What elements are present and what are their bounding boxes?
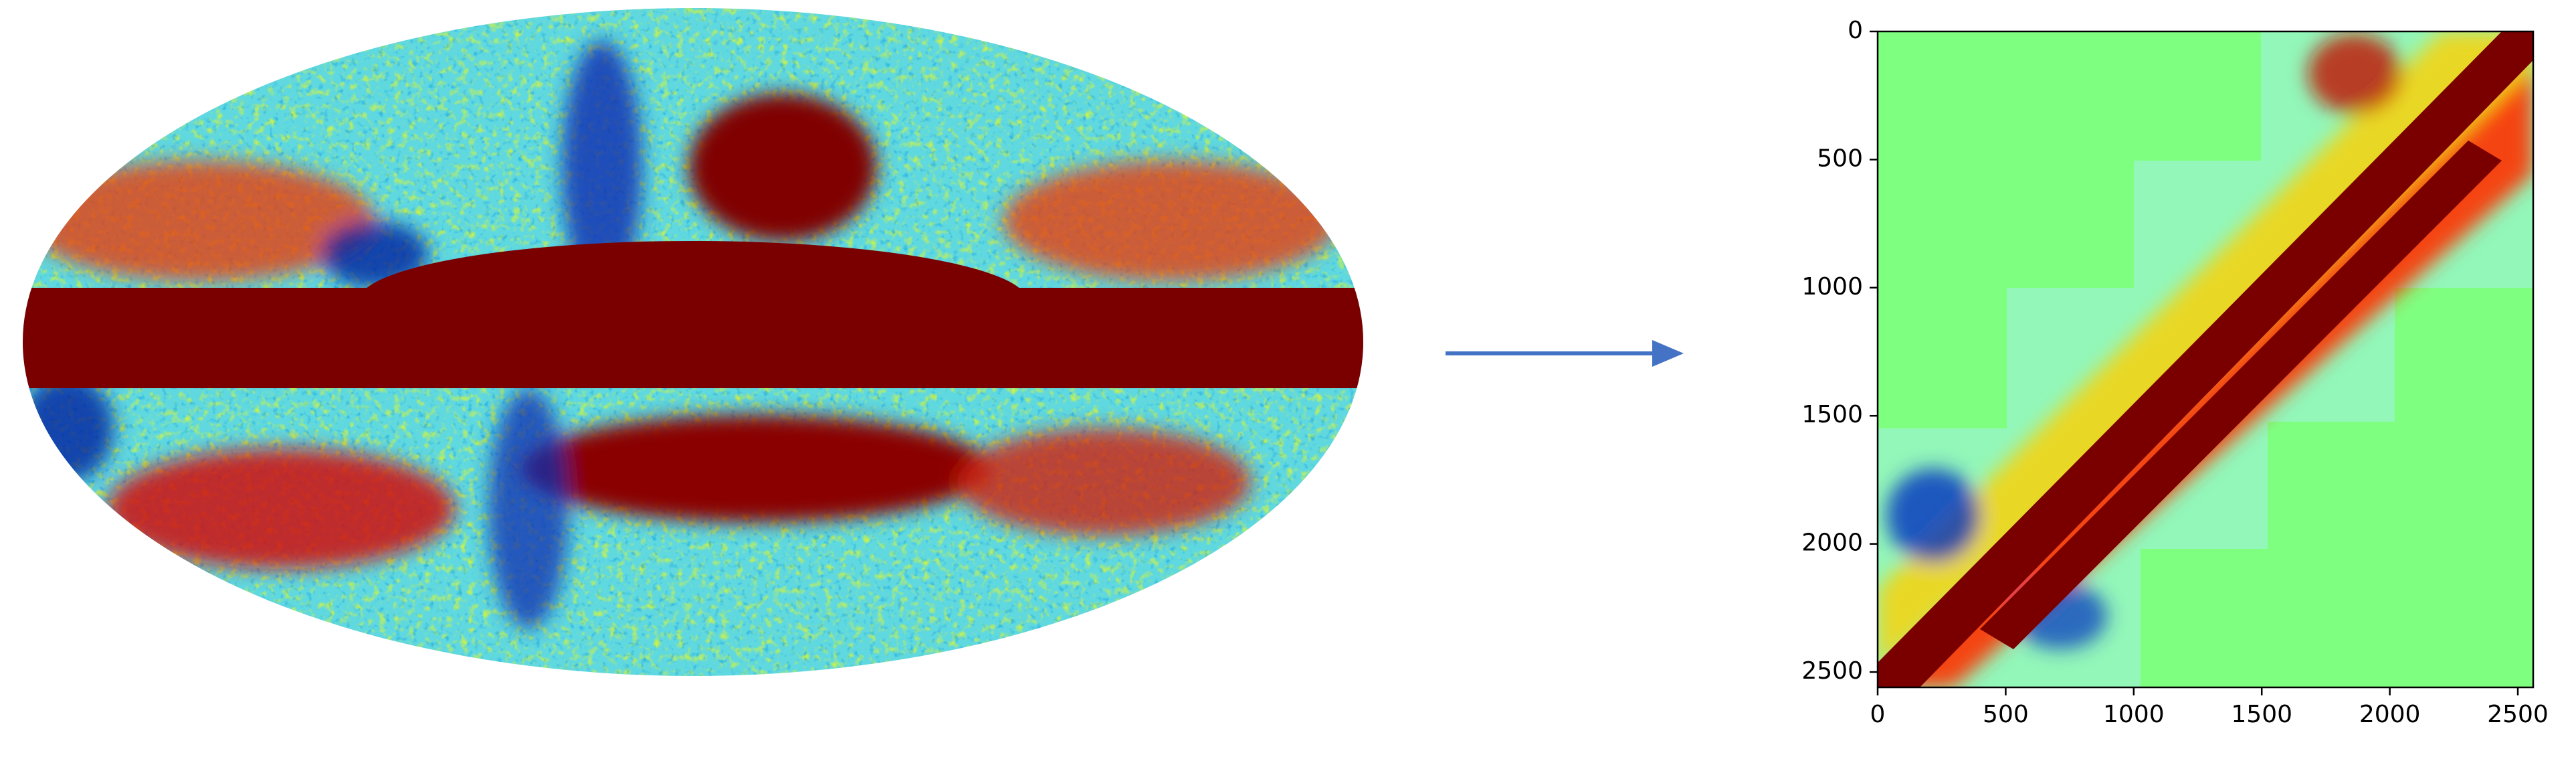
y-tick-label: 500 <box>1817 145 1863 172</box>
x-tick-label: 500 <box>1983 701 2029 728</box>
heatmap <box>1876 30 2535 689</box>
x-tick-label: 2000 <box>2359 701 2421 728</box>
x-tick-label: 0 <box>1870 701 1886 728</box>
x-tick-label: 1000 <box>2103 701 2165 728</box>
x-tick-label: 1500 <box>2231 701 2292 728</box>
y-tick-label: 1000 <box>1801 273 1863 301</box>
sky-map <box>23 8 1363 676</box>
y-tick-label: 2500 <box>1801 657 1863 685</box>
y-tick-label: 1500 <box>1801 401 1863 428</box>
y-tick-label: 0 <box>1848 17 1863 44</box>
y-tick-label: 2000 <box>1801 529 1863 557</box>
arrow <box>1446 340 1684 367</box>
x-tick-label: 2500 <box>2487 701 2549 728</box>
